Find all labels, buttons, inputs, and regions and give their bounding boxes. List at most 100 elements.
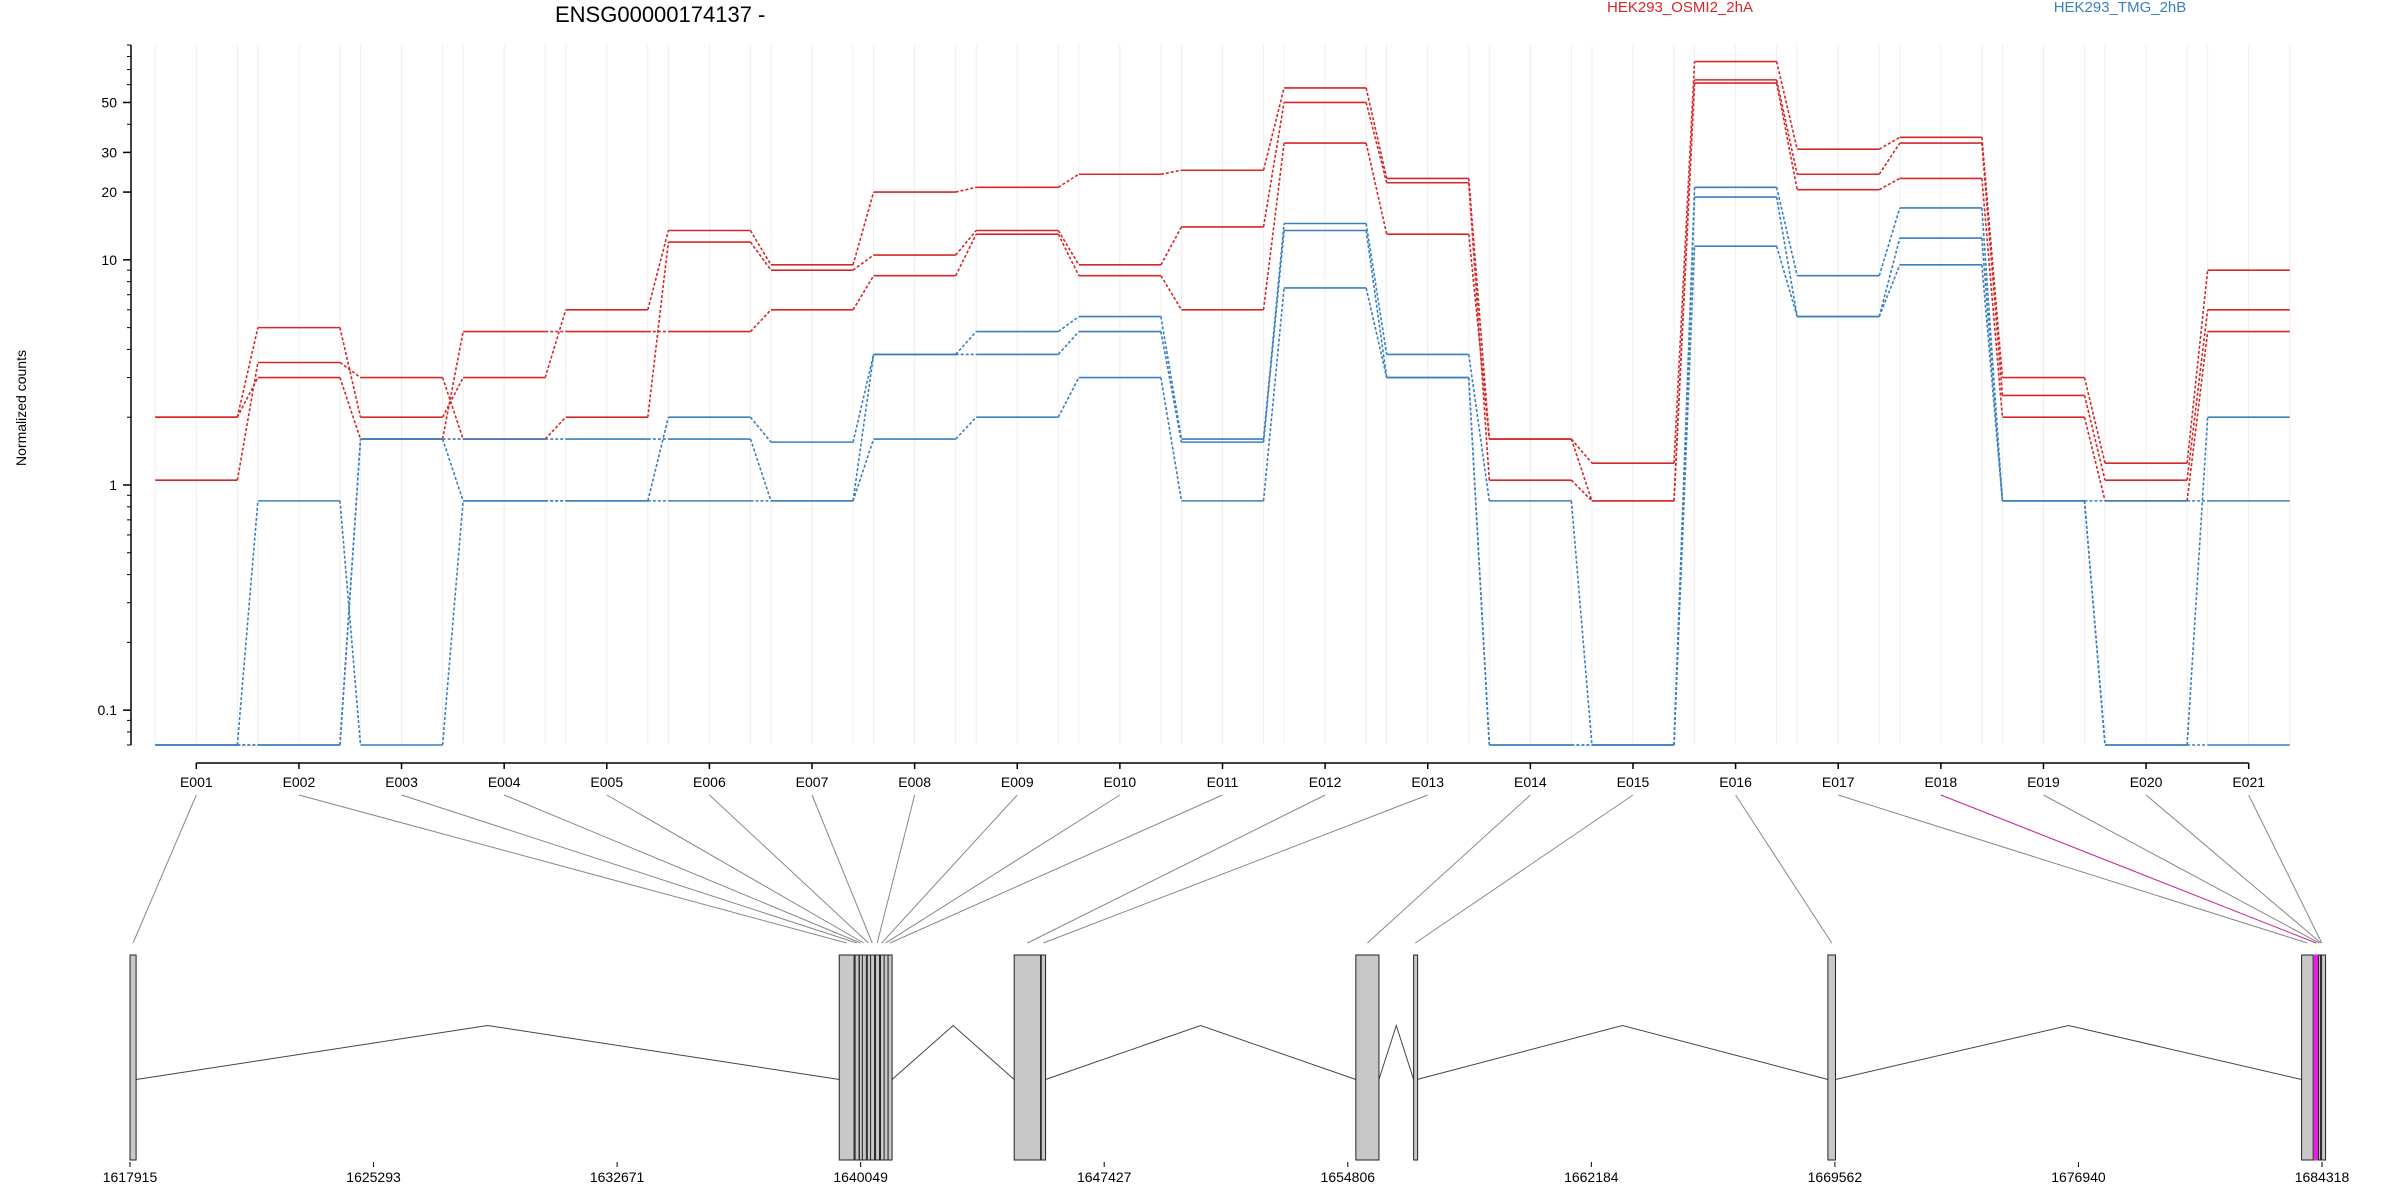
coord-label: 1617915 [103,1169,158,1185]
series-transition [1160,316,1183,440]
series-transition [954,233,977,277]
series-transition [1673,61,1696,464]
y-tick-label: 20 [101,184,117,200]
series-transition [339,438,362,746]
exon-block-E007 [870,954,876,1161]
series-2 [155,82,2290,502]
series-transition [1981,143,2004,396]
series-transition [749,241,772,271]
intron-line [1378,1023,1415,1080]
y-tick-label: 1 [109,477,117,493]
intron-line [1835,1024,2302,1080]
series-transition [236,362,259,481]
series-transition [1878,264,1901,317]
series-transition [236,327,259,418]
series-transition [1160,169,1182,176]
series-transition [852,275,875,311]
connector-E007 [811,794,873,944]
series-transition [441,377,464,418]
intron-line [1045,1024,1357,1080]
series-transition [1981,237,2004,501]
connector-E015 [1414,794,1634,944]
legend-label-0: HEK293_OSMI2_2hA [1607,0,1753,16]
series-transition [1467,234,1491,440]
y-axis: 0.1 1 10 20 30 50 [98,44,132,746]
series-transition [2083,417,2106,502]
x-tick-label: E002 [283,774,316,790]
coord-label: 1640049 [833,1169,888,1185]
exon-block-E011 [887,954,893,1161]
exon-block-E014 [1355,954,1380,1161]
x-tick-label: E015 [1617,774,1650,790]
series-transition [1878,177,1901,191]
series-transition [1262,87,1285,171]
connector-E004 [503,794,861,944]
x-tick-label: E018 [1924,774,1957,790]
coord-label: 1676940 [2051,1169,2106,1185]
exon-block-E001 [129,954,137,1161]
series-transition [1775,61,1798,150]
chart-title: ENSG00000174137 - [555,2,765,27]
intron-line [1416,1024,1829,1080]
x-tick-label: E013 [1411,774,1444,790]
series-transition [1775,82,1798,190]
series-transition [1365,142,1388,235]
series-transition [544,309,567,378]
coord-label: 1625293 [346,1169,401,1185]
series-transition [749,438,772,502]
connector-E005 [606,794,864,944]
series-transition [955,229,977,256]
x-tick-label: E010 [1104,774,1137,790]
series-transition [2083,500,2106,746]
legend-label-1: HEK293_TMG_2hB [2054,0,2187,16]
series-transition [339,361,361,379]
exon-block-E008 [875,954,881,1161]
x-tick-label: E009 [1001,774,1034,790]
x-tick-label: E003 [385,774,418,790]
series-transition [749,416,772,443]
connector-E012 [1027,794,1326,944]
series-transition [852,438,875,502]
y-tick-label: 0.1 [98,702,118,718]
exon-block-E012 [1013,954,1042,1161]
vertical-grid [154,45,2291,745]
series-transition [236,377,259,418]
series-transition [2083,377,2106,464]
connector-E011 [889,794,1223,944]
series-transition [1262,287,1285,501]
connector-E016 [1735,794,1833,944]
connector-E021 [2248,794,2323,944]
coord-label: 1669562 [1808,1169,1863,1185]
x-tick-label: E019 [2027,774,2060,790]
series-transition [955,186,977,193]
exon-block-E017 [2301,954,2314,1161]
connector-E017 [1838,794,2308,944]
x-tick-label: E016 [1719,774,1752,790]
series-transition [1570,438,1593,464]
series-transition [1365,102,1388,183]
series-transition [749,230,772,266]
series-transition [749,309,772,333]
y-tick-label: 30 [101,144,117,160]
series-transition [1057,173,1080,188]
series-transition [2186,417,2209,746]
series-transition [441,377,464,440]
series-transition [1878,142,1901,175]
series-transition [647,230,670,310]
connector-E014 [1367,794,1531,944]
connector-E019 [2043,794,2320,944]
exon-block-E015 [1413,954,1419,1161]
connector-E010 [885,794,1121,944]
connector-E013 [1043,794,1428,944]
series-transition [647,241,670,418]
connector-E018 [1940,794,2317,944]
x-tick-label: E006 [693,774,726,790]
series-transition [1775,196,1798,317]
series-transition [1981,264,2004,501]
series-transition [955,416,977,440]
x-tick-label: E014 [1514,774,1547,790]
exon-block-E002 [838,954,855,1161]
series-transition [339,377,362,440]
series-transition [852,354,875,443]
series-transition [1467,377,1491,746]
